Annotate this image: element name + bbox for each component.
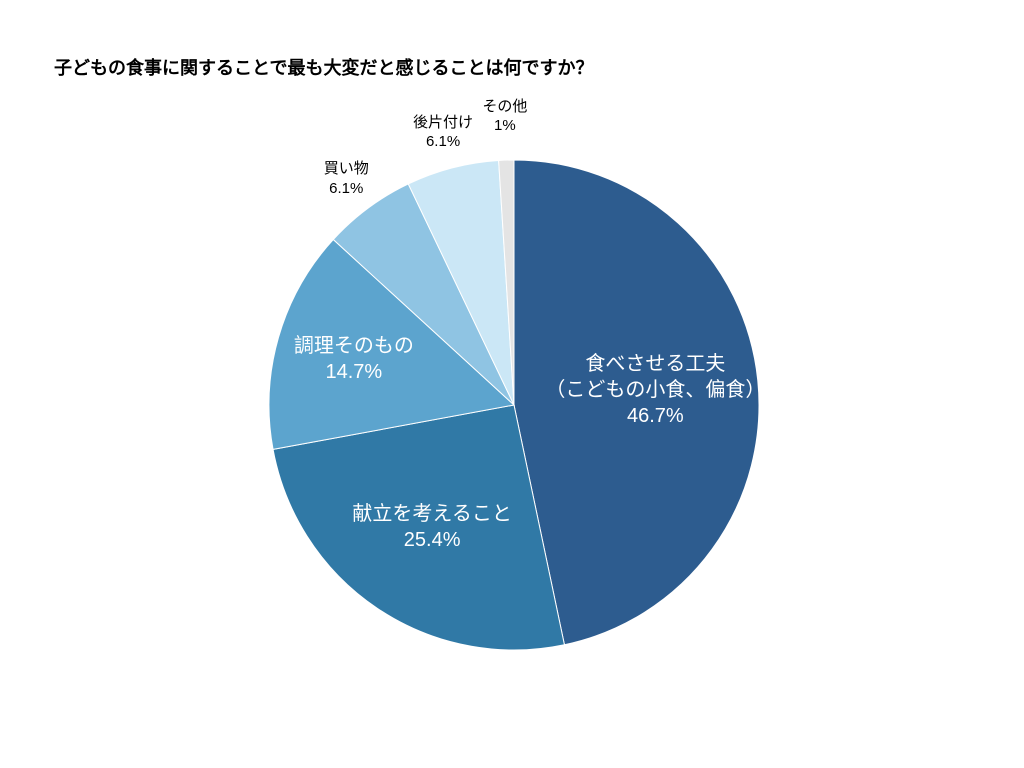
pie-slice-label: その他 1% (482, 97, 527, 136)
pie-chart (265, 156, 763, 654)
chart-title: 子どもの食事に関することで最も大変だと感じることは何ですか？ (54, 54, 593, 80)
pie-slice (514, 160, 759, 645)
pie-slice-label: 後片付け 6.1% (413, 113, 473, 152)
pie-svg (265, 156, 763, 654)
page-root: 子どもの食事に関することで最も大変だと感じることは何ですか？ 食べさせる工夫 （… (0, 0, 1024, 768)
